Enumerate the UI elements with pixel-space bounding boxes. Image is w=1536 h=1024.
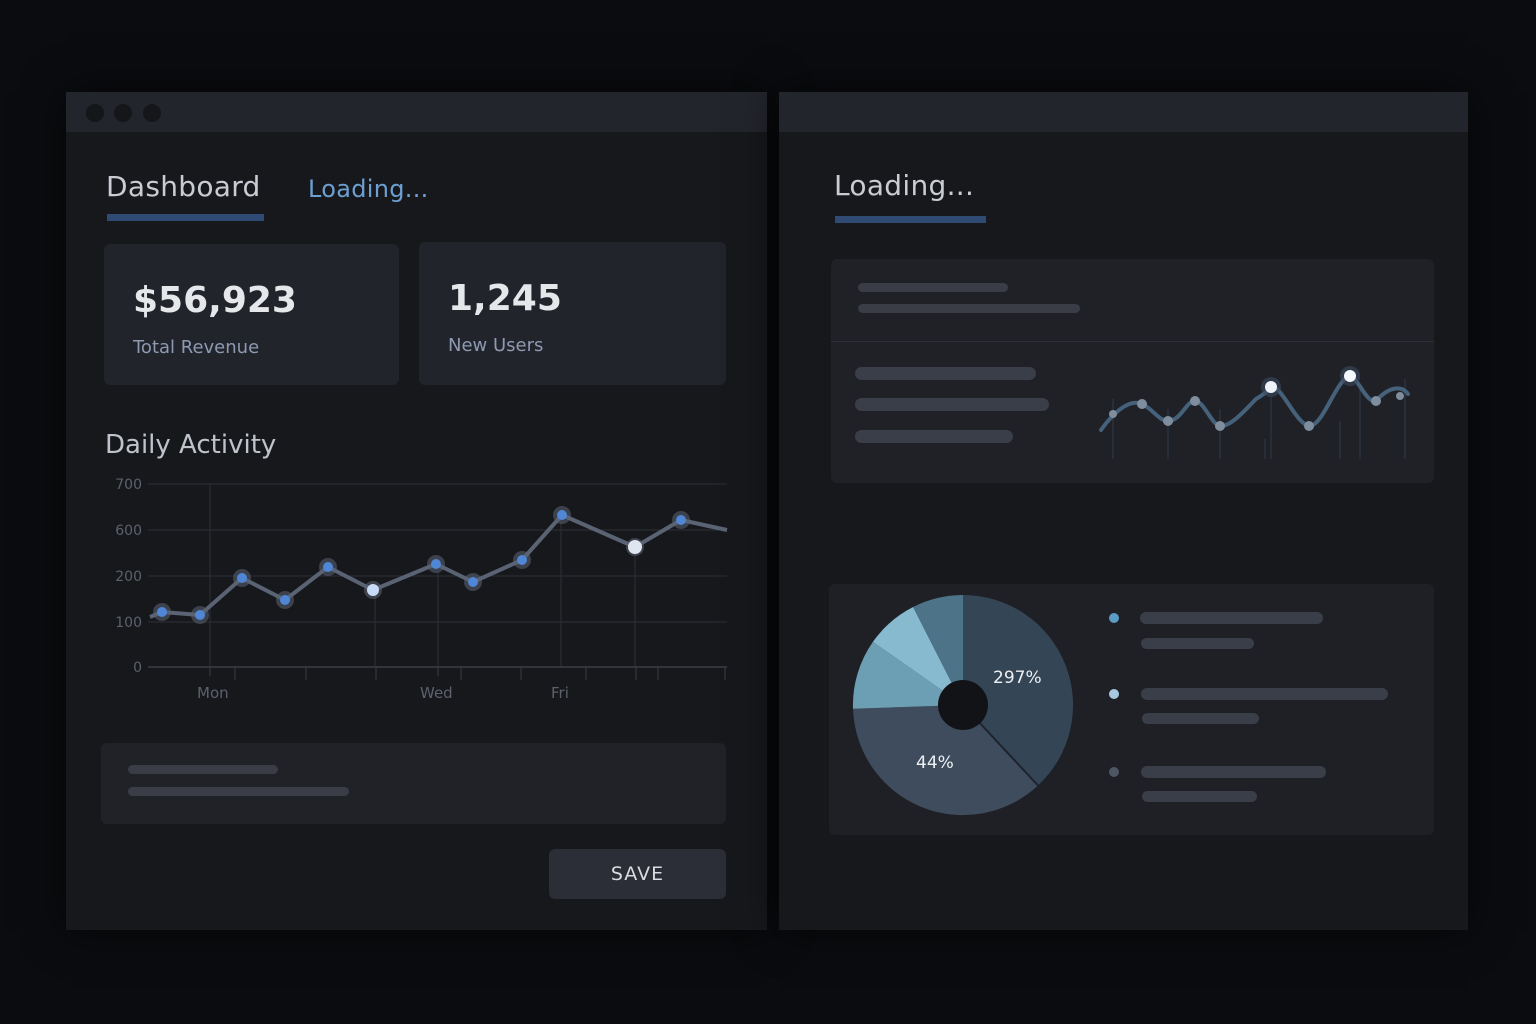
skeleton-line: [1142, 791, 1257, 802]
kpi-card-revenue: $56,923 Total Revenue: [104, 244, 399, 385]
legend-dot: [1109, 613, 1119, 623]
pie-slice: [913, 595, 963, 705]
pie-slice-label: 44%: [916, 753, 954, 773]
loading-window: Loading...: [779, 92, 1468, 930]
traffic-sources-card: 297% 44%: [829, 584, 1434, 835]
divider: [831, 341, 1434, 342]
skeleton-line: [855, 367, 1036, 380]
loading-placeholder-card: [101, 743, 726, 824]
skeleton-line: [858, 283, 1008, 292]
x-tick: Wed: [420, 684, 453, 702]
legend-dot: [1109, 767, 1119, 777]
traffic-pie-chart: [852, 595, 1074, 816]
kpi-value: 1,245: [448, 278, 562, 319]
maximize-window-button[interactable]: [143, 104, 161, 122]
skeleton-line: [128, 787, 349, 796]
active-tab-indicator: [835, 216, 986, 223]
y-tick: 200: [115, 569, 142, 585]
section-title-daily-activity: Daily Activity: [105, 430, 277, 460]
y-tick: 100: [115, 615, 142, 631]
skeleton-line: [1140, 612, 1323, 624]
window-titlebar[interactable]: [779, 92, 1468, 132]
skeleton-line: [128, 765, 278, 774]
skeleton-line: [1142, 713, 1259, 724]
close-window-button[interactable]: [86, 104, 104, 122]
daily-activity-chart: [148, 483, 728, 680]
minimize-window-button[interactable]: [114, 104, 132, 122]
skeleton-line: [1141, 766, 1326, 778]
y-tick: 600: [115, 523, 142, 539]
pie-slice: [853, 705, 1038, 816]
active-tab-indicator: [107, 214, 264, 221]
pie-slice: [852, 641, 963, 709]
data-points: [153, 506, 690, 624]
skeleton-line: [858, 304, 1080, 313]
pie-slice-label: 297%: [993, 668, 1042, 688]
window-titlebar[interactable]: [66, 92, 767, 132]
dashboard-window: Dashboard Loading... $56,923 Total Reven…: [66, 92, 767, 930]
tab-dashboard[interactable]: Dashboard: [106, 170, 261, 203]
tab-loading[interactable]: Loading...: [308, 175, 429, 203]
skeleton-line: [855, 398, 1049, 411]
pie-slice: [963, 595, 1074, 786]
sparkline-chart: [1099, 366, 1410, 459]
kpi-card-users: 1,245 New Users: [419, 242, 726, 385]
x-tick: Mon: [197, 684, 229, 702]
save-button[interactable]: SAVE: [549, 849, 726, 899]
x-tick: Fri: [551, 684, 569, 702]
tab-loading[interactable]: Loading...: [834, 169, 975, 202]
loading-summary-card: [831, 259, 1434, 483]
kpi-value: $56,923: [133, 280, 297, 321]
pie-slice: [872, 607, 963, 705]
skeleton-line: [1141, 688, 1388, 700]
legend-dot: [1109, 689, 1119, 699]
kpi-label: New Users: [448, 335, 544, 356]
skeleton-line: [1141, 638, 1254, 649]
skeleton-line: [855, 430, 1013, 443]
y-tick: 0: [133, 660, 142, 676]
y-tick: 700: [115, 477, 142, 493]
kpi-label: Total Revenue: [133, 337, 260, 358]
